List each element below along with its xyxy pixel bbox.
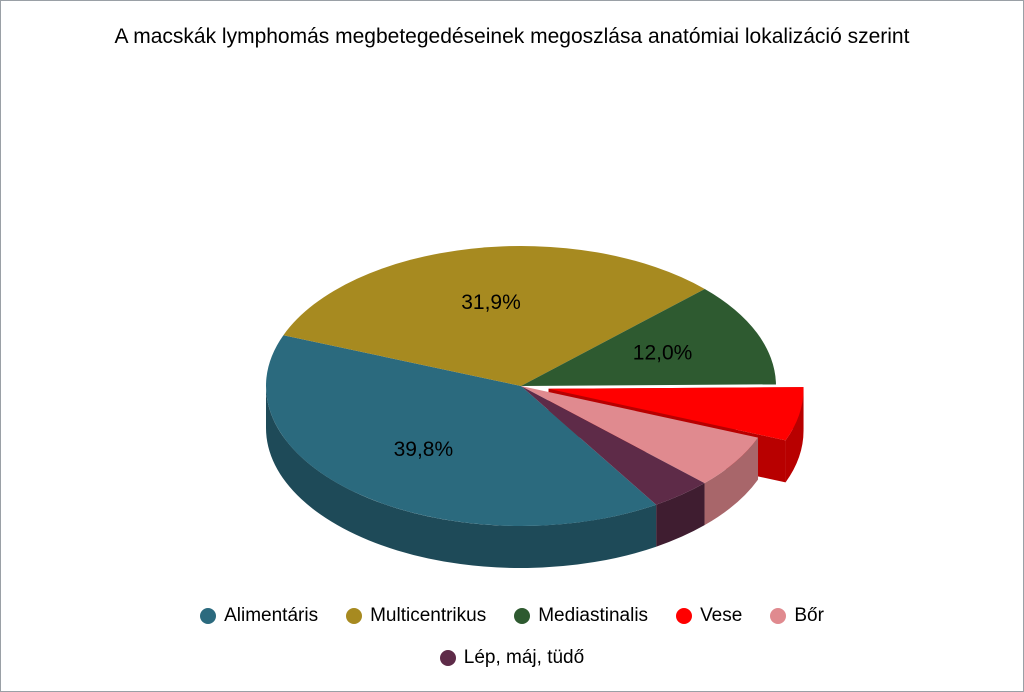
legend-label: Multicentrikus [370, 605, 486, 627]
legend-swatch [676, 608, 692, 624]
legend-swatch [440, 650, 456, 666]
pie-chart: 39,8% 31,9% 12,0% [1, 91, 1024, 591]
legend-label: Lép, máj, tüdő [464, 647, 584, 669]
pie-slice-label: 39,8% [394, 438, 454, 461]
chart-frame: A macskák lymphomás megbetegedéseinek me… [0, 0, 1024, 692]
legend-item: Vese [676, 605, 742, 627]
pie-slice-label: 12,0% [633, 342, 693, 365]
legend-label: Mediastinalis [538, 605, 648, 627]
legend-item: Mediastinalis [514, 605, 648, 627]
legend-swatch [200, 608, 216, 624]
pie-svg: 39,8% 31,9% 12,0% [1, 91, 1024, 591]
legend-label: Vese [700, 605, 742, 627]
pie-slice-label: 31,9% [461, 291, 521, 314]
legend-swatch [346, 608, 362, 624]
chart-title: A macskák lymphomás megbetegedéseinek me… [1, 25, 1023, 49]
legend-item: Multicentrikus [346, 605, 486, 627]
legend: Alimentáris Multicentrikus Mediastinalis Ve… [1, 605, 1023, 669]
legend-label: Alimentáris [224, 605, 318, 627]
legend-label: Bőr [794, 605, 824, 627]
legend-item: Lép, máj, tüdő [440, 647, 584, 669]
legend-swatch [514, 608, 530, 624]
legend-swatch [770, 608, 786, 624]
legend-item: Bőr [770, 605, 824, 627]
legend-item: Alimentáris [200, 605, 318, 627]
